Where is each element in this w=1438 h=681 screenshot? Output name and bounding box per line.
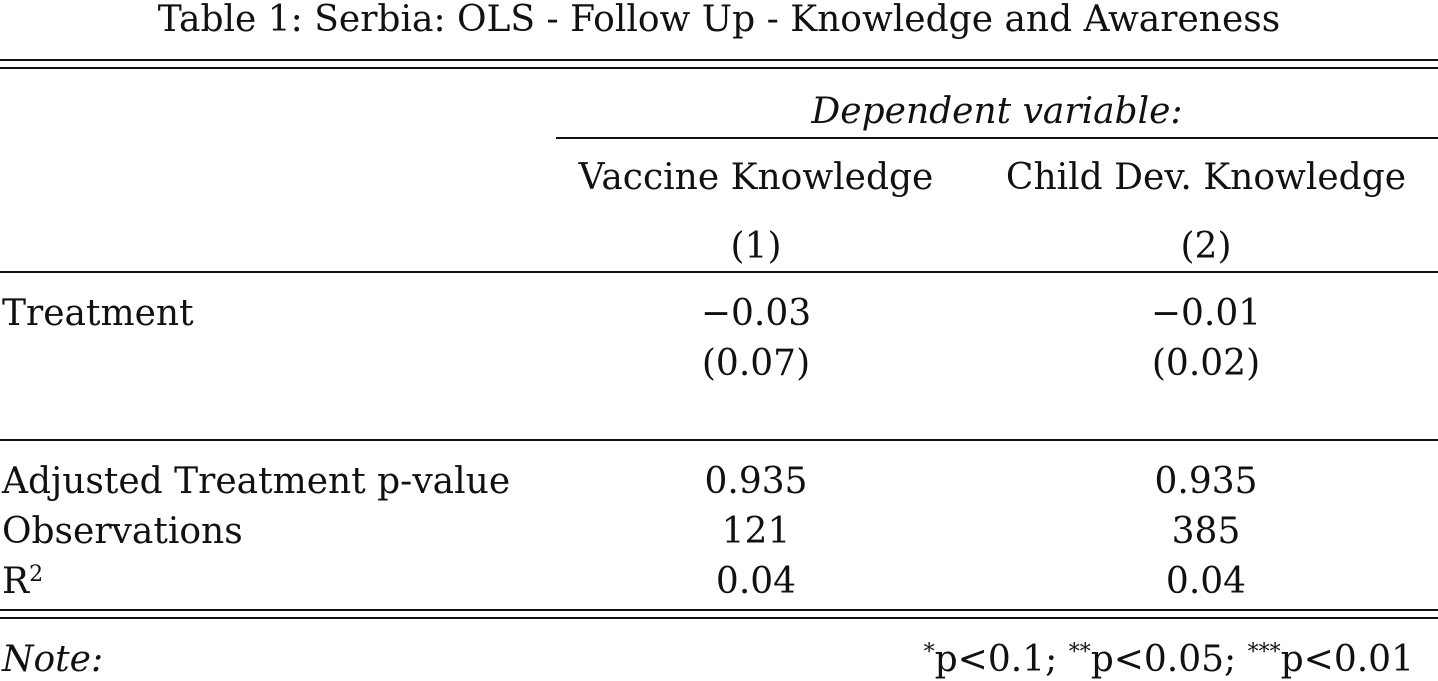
note-p3: p<0.01: [1280, 639, 1414, 680]
column-number-1: (1): [730, 226, 782, 267]
note-significance: *p<0.1; **p<0.05; ***p<0.01: [924, 642, 1414, 678]
observations-1: 121: [721, 511, 791, 552]
dependent-variable-label: Dependent variable:: [811, 91, 1183, 132]
row-label-observations: Observations: [2, 511, 243, 552]
treatment-se-2: (0.02): [1151, 343, 1261, 384]
bottom-rule-1: [0, 609, 1438, 611]
note-star-3: ***: [1247, 640, 1281, 665]
dependent-variable-rule: [556, 137, 1438, 139]
note-p2: p<0.05;: [1090, 639, 1248, 680]
adj-pvalue-1: 0.935: [704, 461, 808, 502]
column-name-1: Vaccine Knowledge: [578, 157, 934, 198]
row-label-treatment: Treatment: [2, 293, 194, 334]
header-rule: [0, 271, 1438, 273]
bottom-rule-2: [0, 617, 1438, 619]
row-label-adj-pvalue: Adjusted Treatment p-value: [2, 461, 511, 502]
top-rule-2: [0, 67, 1438, 69]
note-p1: p<0.1;: [934, 639, 1069, 680]
note-star-2: **: [1068, 640, 1091, 665]
table-caption: Table 1: Serbia: OLS - Follow Up - Knowl…: [157, 0, 1281, 40]
treatment-coef-2: −0.01: [1150, 293, 1262, 334]
r2-2: 0.04: [1165, 561, 1247, 602]
treatment-coef-1: −0.03: [700, 293, 812, 334]
top-rule-1: [0, 59, 1438, 61]
r2-label-base: R: [2, 561, 30, 602]
column-name-2: Child Dev. Knowledge: [1005, 157, 1407, 198]
body-rule: [0, 439, 1438, 441]
observations-2: 385: [1171, 511, 1241, 552]
adj-pvalue-2: 0.935: [1154, 461, 1258, 502]
r2-1: 0.04: [715, 561, 797, 602]
note-label: Note:: [2, 639, 104, 680]
treatment-se-1: (0.07): [701, 343, 811, 384]
r2-label-sup: 2: [29, 562, 44, 587]
note-star-1: *: [923, 640, 935, 665]
row-label-r2: R2: [2, 564, 43, 600]
column-number-2: (2): [1180, 226, 1232, 267]
